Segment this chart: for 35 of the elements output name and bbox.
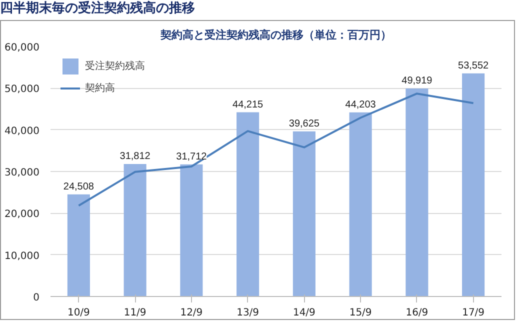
x-tick-label: 16/9 <box>406 308 428 318</box>
x-tick-label: 11/9 <box>124 308 146 318</box>
data-label: 31,712 <box>176 151 208 162</box>
x-tick-label: 17/9 <box>462 308 485 318</box>
legend-label: 受注契約残高 <box>85 60 145 73</box>
y-tick-label: 30,000 <box>4 168 40 178</box>
bar <box>406 88 428 296</box>
chart-title: 四半期末毎の受注契約残高の推移 <box>0 0 195 18</box>
x-tick-label: 15/9 <box>349 308 372 318</box>
y-tick-label: 40,000 <box>4 126 40 137</box>
bar <box>349 112 372 296</box>
data-label: 24,508 <box>63 181 94 192</box>
data-label: 39,625 <box>288 118 320 130</box>
data-label: 49,919 <box>402 76 433 87</box>
x-tick-label: 13/9 <box>236 308 260 318</box>
legend-label: 契約高 <box>85 82 115 95</box>
bar <box>292 131 316 296</box>
chart-subtitle: 契約高と受注契約残高の推移（単位：百万円） <box>160 28 392 42</box>
x-tick-label: 10/9 <box>67 308 90 318</box>
y-tick-label: 0 <box>33 292 40 304</box>
y-tick-label: 20,000 <box>4 209 40 220</box>
x-tick-label: 12/9 <box>180 308 203 318</box>
data-label: 44,215 <box>232 99 264 110</box>
data-label: 44,203 <box>345 99 376 110</box>
bar <box>180 164 203 296</box>
bar <box>236 112 260 296</box>
y-tick-label: 10,000 <box>4 250 40 262</box>
data-label: 53,552 <box>458 60 490 72</box>
bar <box>67 194 90 296</box>
x-tick-label: 14/9 <box>292 308 316 318</box>
y-tick-label: 60,000 <box>4 42 40 54</box>
y-tick-label: 50,000 <box>4 84 40 96</box>
data-label: 31,812 <box>120 150 151 162</box>
bar <box>462 73 485 296</box>
bar <box>124 164 146 296</box>
